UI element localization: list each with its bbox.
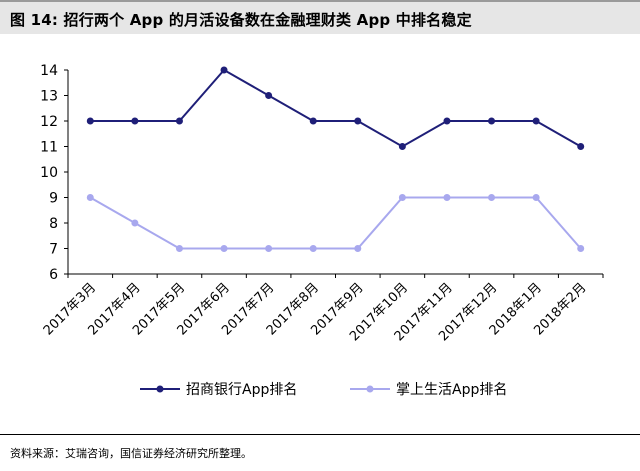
y-tick-label: 14 — [40, 63, 58, 79]
series-line-1 — [90, 68, 582, 148]
data-point-series-2 — [220, 245, 228, 252]
data-point-series-1 — [577, 143, 585, 150]
figure-title-bar: 图 14: 招行两个 App 的月活设备数在金融理财类 App 中排名稳定 — [0, 0, 640, 34]
legend-label-1: 招商银行App排名 — [186, 382, 297, 398]
data-point-series-1 — [532, 117, 540, 125]
data-point-series-2 — [532, 194, 540, 201]
legend-label-2: 掌上生活App排名 — [396, 382, 507, 398]
data-point-series-1 — [86, 117, 94, 125]
data-point-series-2 — [265, 245, 273, 252]
data-point-series-2 — [175, 245, 183, 252]
y-tick-label: 6 — [49, 267, 58, 283]
data-point-series-1 — [265, 92, 273, 99]
data-point-series-1 — [220, 66, 228, 74]
y-tick-label: 11 — [40, 140, 58, 156]
legend-marker-1 — [156, 385, 164, 393]
data-point-series-1 — [443, 117, 451, 125]
y-tick-label: 12 — [40, 114, 58, 130]
data-point-series-2 — [131, 219, 139, 227]
y-tick-label: 8 — [49, 216, 58, 232]
data-point-series-1 — [175, 117, 183, 125]
data-point-series-2 — [398, 194, 406, 201]
figure-title: 图 14: 招行两个 App 的月活设备数在金融理财类 App 中排名稳定 — [10, 11, 472, 29]
line-chart: 678910111213142017年3月2017年4月2017年5月2017年… — [40, 63, 604, 398]
data-point-series-1 — [131, 117, 139, 125]
source-divider — [0, 434, 640, 435]
source-note: 资料来源：艾瑞咨询，国信证券经济研究所整理。 — [10, 447, 252, 460]
series-line-2 — [89, 196, 582, 250]
data-point-series-2 — [577, 245, 585, 252]
data-point-series-1 — [309, 117, 317, 125]
data-point-series-2 — [86, 194, 94, 201]
data-point-series-1 — [398, 143, 406, 150]
data-point-series-2 — [488, 194, 496, 201]
y-tick-label: 10 — [40, 165, 58, 181]
legend-marker-2 — [366, 385, 374, 393]
data-point-series-2 — [443, 194, 451, 201]
data-point-series-1 — [488, 117, 496, 125]
y-tick-label: 9 — [49, 191, 58, 207]
data-point-series-2 — [354, 245, 362, 252]
y-tick-label: 7 — [49, 242, 58, 258]
y-tick-label: 13 — [40, 89, 58, 105]
data-point-series-1 — [354, 117, 362, 125]
data-point-series-2 — [309, 245, 317, 252]
